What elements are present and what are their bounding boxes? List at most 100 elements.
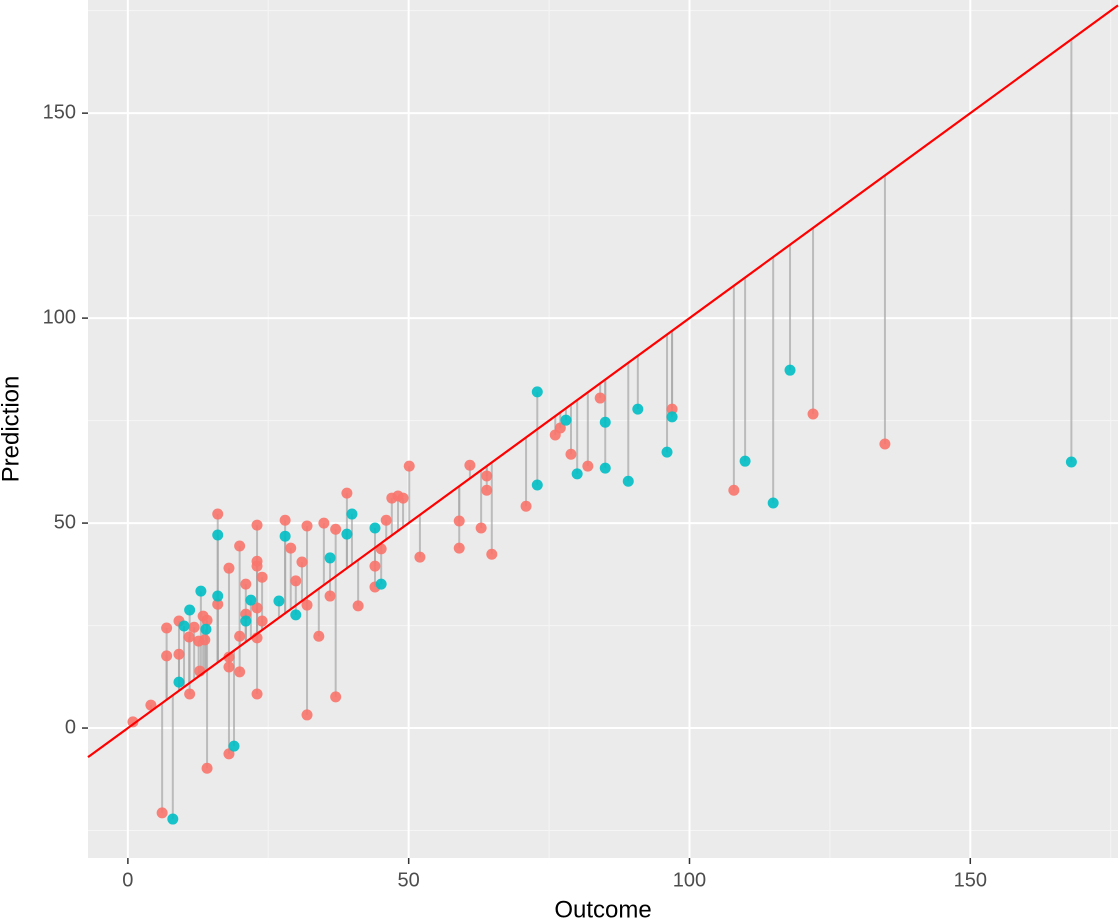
point bbox=[475, 522, 487, 534]
point bbox=[324, 552, 336, 564]
point bbox=[453, 515, 465, 527]
point bbox=[784, 364, 796, 376]
point bbox=[188, 621, 200, 633]
point bbox=[223, 562, 235, 574]
point bbox=[341, 487, 353, 499]
point bbox=[156, 807, 168, 819]
x-tick-label: 50 bbox=[398, 869, 420, 891]
point bbox=[481, 484, 493, 496]
point bbox=[666, 411, 678, 423]
point bbox=[341, 528, 353, 540]
point bbox=[279, 530, 291, 542]
point bbox=[486, 548, 498, 560]
point bbox=[212, 598, 224, 610]
point bbox=[531, 479, 543, 491]
point bbox=[251, 560, 263, 572]
point bbox=[212, 508, 224, 520]
point bbox=[228, 740, 240, 752]
point bbox=[240, 615, 252, 627]
point bbox=[380, 514, 392, 526]
point bbox=[453, 542, 465, 554]
point bbox=[212, 529, 224, 541]
point bbox=[279, 514, 291, 526]
point bbox=[256, 615, 268, 627]
point bbox=[318, 517, 330, 529]
point bbox=[397, 492, 409, 504]
point bbox=[369, 522, 381, 534]
point bbox=[285, 542, 297, 554]
point bbox=[290, 575, 302, 587]
point bbox=[183, 631, 195, 643]
panel bbox=[88, 0, 1118, 858]
point bbox=[807, 408, 819, 420]
point bbox=[296, 556, 308, 568]
point bbox=[330, 691, 342, 703]
point bbox=[352, 600, 364, 612]
point bbox=[622, 475, 634, 487]
point bbox=[212, 590, 224, 602]
point bbox=[565, 448, 577, 460]
point bbox=[251, 602, 263, 614]
point bbox=[739, 455, 751, 467]
point bbox=[301, 599, 313, 611]
point bbox=[273, 595, 285, 607]
point bbox=[301, 709, 313, 721]
point bbox=[251, 688, 263, 700]
y-tick-label: 100 bbox=[43, 306, 76, 328]
point bbox=[161, 622, 173, 634]
point bbox=[234, 540, 246, 552]
point bbox=[223, 661, 235, 673]
point bbox=[184, 604, 196, 616]
point bbox=[879, 438, 891, 450]
point bbox=[178, 620, 190, 632]
point bbox=[290, 609, 302, 621]
x-tick-label: 150 bbox=[954, 869, 987, 891]
point bbox=[199, 634, 211, 646]
point bbox=[184, 688, 196, 700]
point bbox=[245, 594, 257, 606]
point bbox=[301, 520, 313, 532]
point bbox=[234, 666, 246, 678]
point bbox=[554, 422, 566, 434]
point bbox=[324, 590, 336, 602]
point bbox=[599, 462, 611, 474]
x-tick-label: 0 bbox=[122, 869, 133, 891]
point bbox=[223, 651, 235, 663]
reference-line bbox=[87, 4, 1119, 759]
point bbox=[375, 578, 387, 590]
point bbox=[234, 630, 246, 642]
x-axis-title: Outcome bbox=[554, 896, 651, 923]
x-tick-label: 100 bbox=[673, 869, 706, 891]
y-axis-title: Prediction bbox=[0, 376, 24, 483]
point bbox=[403, 460, 415, 472]
point bbox=[520, 500, 532, 512]
point bbox=[414, 551, 426, 563]
point bbox=[313, 630, 325, 642]
point bbox=[161, 650, 173, 662]
point bbox=[346, 508, 358, 520]
point bbox=[481, 470, 493, 482]
point bbox=[666, 403, 678, 415]
point bbox=[173, 676, 185, 688]
point bbox=[127, 716, 139, 728]
point bbox=[767, 497, 779, 509]
point bbox=[369, 560, 381, 572]
y-tick-label: 0 bbox=[65, 716, 76, 738]
point bbox=[200, 623, 212, 635]
point bbox=[330, 523, 342, 535]
point bbox=[201, 614, 213, 626]
point bbox=[251, 519, 263, 531]
point bbox=[464, 459, 476, 471]
point bbox=[195, 585, 207, 597]
y-tick-label: 50 bbox=[54, 511, 76, 533]
point bbox=[167, 813, 179, 825]
point bbox=[145, 699, 157, 711]
point bbox=[256, 571, 268, 583]
point bbox=[560, 414, 572, 426]
point bbox=[201, 762, 213, 774]
point bbox=[531, 386, 543, 398]
point bbox=[582, 460, 594, 472]
point bbox=[599, 416, 611, 428]
y-tick-label: 150 bbox=[43, 101, 76, 123]
